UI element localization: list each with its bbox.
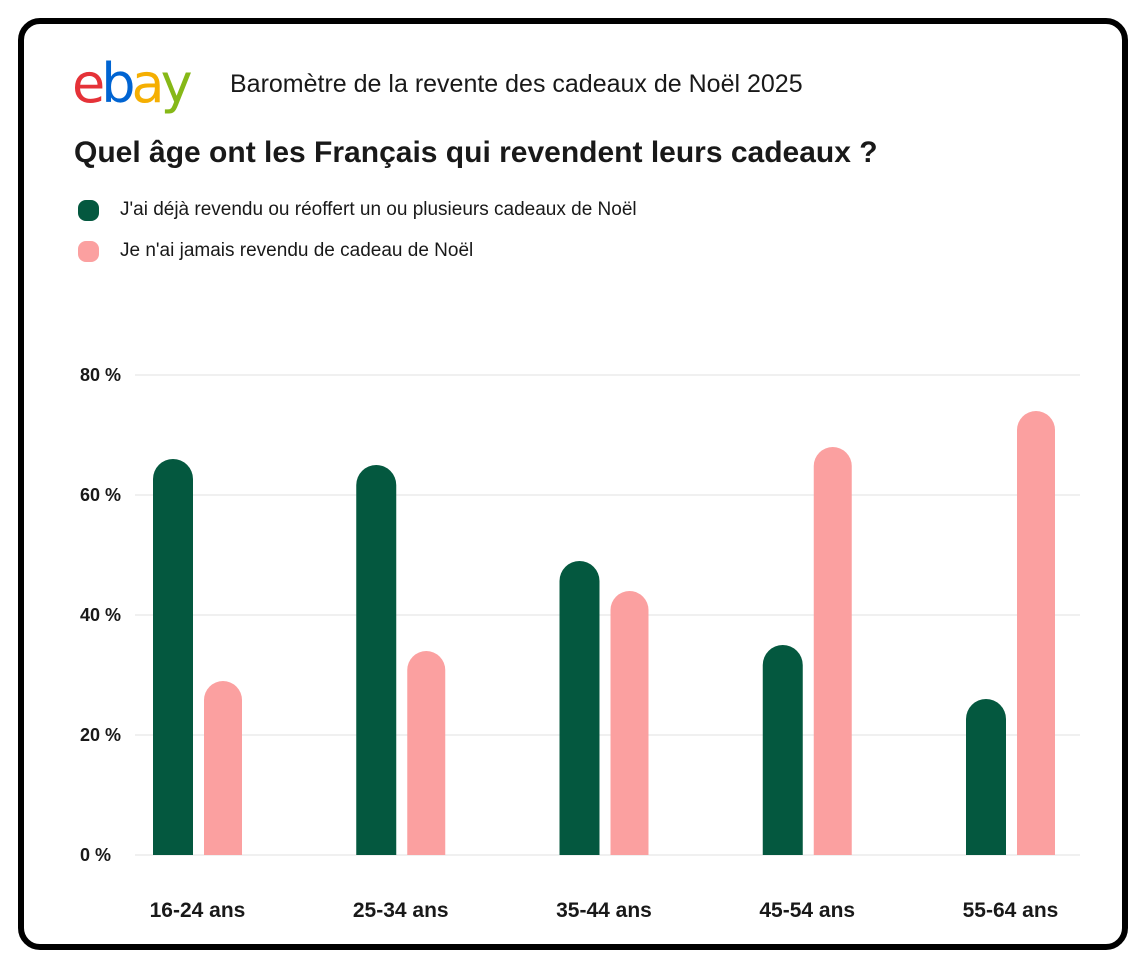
logo-letter: e [72,52,105,115]
legend-label: J'ai déjà revendu ou réoffert un ou plus… [120,199,637,220]
y-tick-label: 0 % [80,845,111,865]
bar-never-resold [610,591,649,855]
y-tick-label: 80 % [80,365,121,385]
legend-label: Je n'ai jamais revendu de cadeau de Noël [120,240,474,261]
legend-item-never-resold: Je n'ai jamais revendu de cadeau de Noël [78,240,473,262]
bar-never-resold [813,447,852,855]
y-tick-label: 60 % [80,485,121,505]
bar-never-resold [1017,411,1055,855]
subtitle: Baromètre de la revente des cadeaux de N… [230,70,803,98]
x-tick-label: 25-34 ans [353,899,449,922]
logo-letter: b [101,52,135,115]
x-tick-label: 45-54 ans [759,899,855,922]
legend-item-resold: J'ai déjà revendu ou réoffert un ou plus… [78,199,637,221]
ebay-logo: ebay [72,52,193,116]
legend-swatch-pink [78,240,99,262]
legend-swatch-green [78,199,99,221]
bar-resold [356,465,397,855]
bar-never-resold [407,651,446,855]
logo-letter: y [160,52,193,115]
x-tick-label: 55-64 ans [963,899,1059,922]
chart-title: Quel âge ont les Français qui revendent … [74,136,878,169]
bar-never-resold [204,681,242,855]
x-tick-label: 35-44 ans [556,899,652,922]
bar-resold [762,645,803,855]
y-tick-label: 40 % [80,605,121,625]
logo-letter: a [131,52,165,115]
bar-resold [153,459,193,855]
x-tick-label: 16-24 ans [150,899,246,922]
bar-resold [559,561,600,855]
bar-resold [966,699,1006,855]
y-tick-label: 20 % [80,725,121,745]
